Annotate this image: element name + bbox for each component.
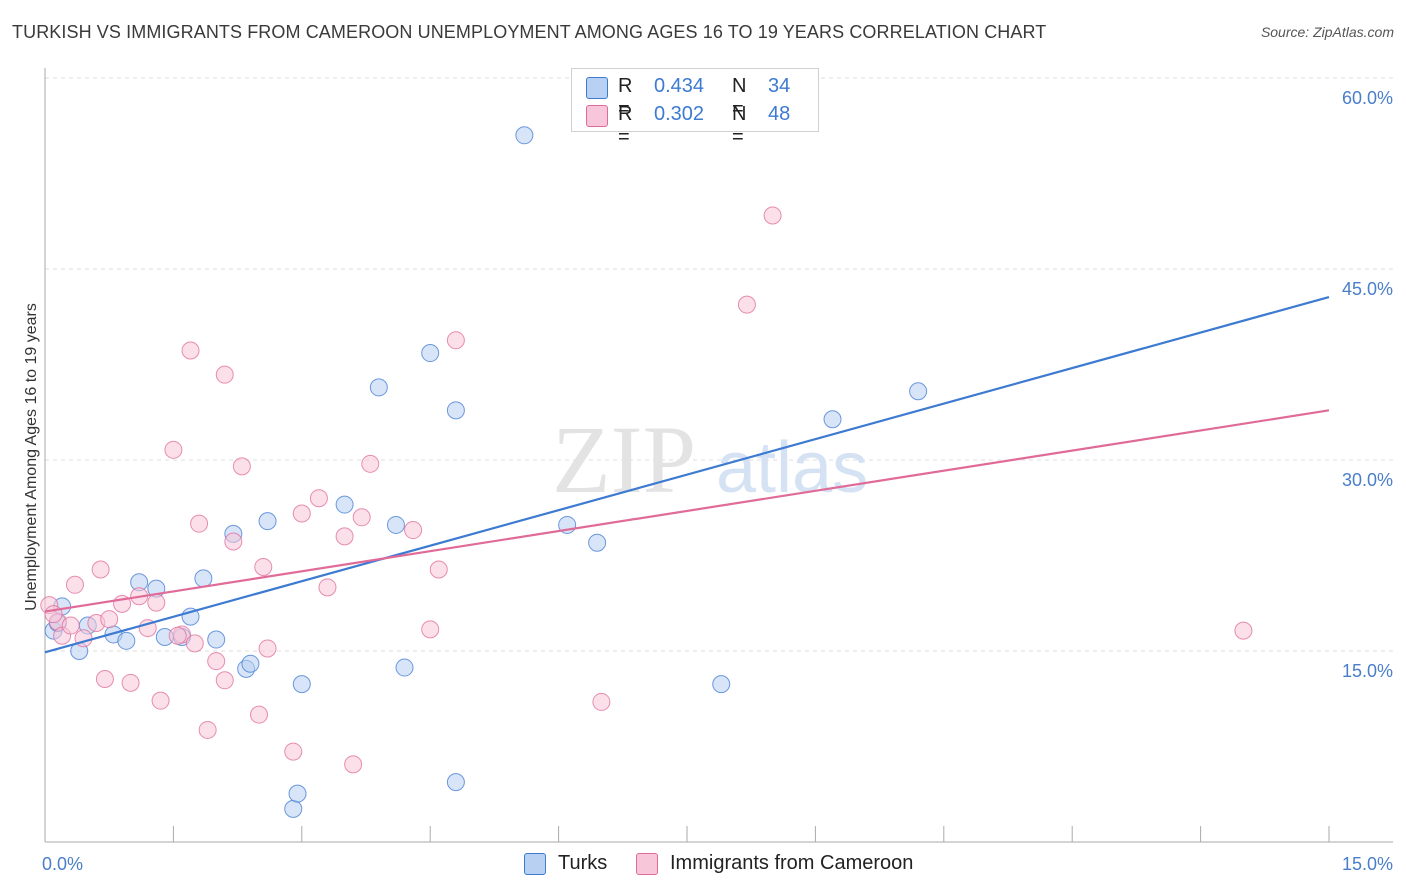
cameroon-point	[404, 521, 423, 540]
legend-r-value: 0.302	[654, 103, 705, 125]
legend-r-value: 0.434	[654, 75, 705, 97]
cameroon-point	[318, 578, 337, 597]
cameroon-point	[151, 691, 170, 710]
cameroon-point	[309, 489, 328, 508]
cameroon-point	[65, 575, 84, 594]
cameroon-point	[284, 742, 303, 761]
legend-swatch-turks	[586, 77, 608, 99]
turks-point	[446, 401, 465, 420]
turks-point	[446, 773, 465, 792]
cameroon-point	[198, 720, 217, 739]
y-tick-label: 45.0%	[1342, 279, 1393, 299]
x-tick-labels: 0.0% 15.0%	[42, 854, 1393, 874]
turks-point	[823, 410, 842, 429]
cameroon-point	[185, 634, 204, 653]
trend-lines	[44, 295, 1330, 654]
cameroon-point	[215, 671, 234, 690]
legend-r-label: R =	[618, 75, 633, 120]
cameroon-point	[429, 560, 448, 579]
cameroon-point	[258, 639, 277, 658]
y-axis-label: Unemployment Among Ages 16 to 19 years	[23, 303, 40, 611]
turks-point	[421, 344, 440, 363]
turks-point	[712, 675, 731, 694]
cameroon-point	[168, 626, 187, 645]
cameroon-point	[763, 206, 782, 225]
y-tick-labels: 15.0% 30.0% 45.0% 60.0%	[1342, 88, 1393, 681]
cameroon-point	[147, 593, 166, 612]
cameroon-point	[254, 557, 273, 576]
bottom-legend-label-turks: Turks	[558, 852, 608, 874]
bottom-legend-label-cameroon: Immigrants from Cameroon	[670, 852, 914, 874]
cameroon-trend-line	[44, 409, 1330, 613]
turks-point	[117, 631, 136, 650]
bottom-legend-swatch-turks	[524, 853, 546, 875]
legend-n-label: N =	[732, 103, 747, 148]
source-label: Source: ZipAtlas.com	[1260, 24, 1394, 40]
turks-point	[335, 495, 354, 514]
legend-n-label: N =	[732, 75, 747, 120]
turks-point	[369, 378, 388, 397]
cameroon-point	[592, 692, 611, 711]
turks-point	[292, 675, 311, 694]
turks-point	[241, 654, 260, 673]
legend-n-value: 48	[768, 103, 791, 125]
legend-swatch-cameroon	[586, 105, 608, 127]
cameroon-point	[421, 620, 440, 639]
cameroon-point	[446, 331, 465, 350]
watermark-atlas: atlas	[716, 428, 868, 508]
legend-r-label: R =	[618, 103, 633, 148]
watermark-zip: ZIP	[552, 406, 696, 513]
turks-point	[284, 799, 303, 818]
cameroon-point	[190, 514, 209, 533]
cameroon-point	[1234, 621, 1253, 640]
turks-point	[207, 630, 226, 649]
y-tick-label: 60.0%	[1342, 88, 1393, 108]
cameroon-point	[44, 605, 63, 624]
axes	[44, 68, 1393, 843]
cameroon-point	[215, 365, 234, 384]
turks-point	[588, 533, 607, 552]
legend-n-value: 34	[768, 75, 791, 97]
turks-point	[258, 512, 277, 531]
bottom-legend-swatch-cameroon	[636, 853, 658, 875]
x-tick-label-min: 0.0%	[42, 854, 83, 874]
cameroon-point	[361, 454, 380, 473]
turks-point	[386, 515, 405, 534]
chart-title: TURKISH VS IMMIGRANTS FROM CAMEROON UNEM…	[12, 22, 1047, 42]
cameroon-point	[250, 705, 268, 724]
turks-point	[395, 658, 414, 677]
cameroon-point	[61, 616, 80, 635]
cameroon-point	[335, 527, 354, 546]
cameroon-point	[164, 440, 183, 459]
turks-point	[194, 569, 213, 588]
cameroon-point	[91, 560, 110, 579]
turks-point	[909, 382, 928, 401]
cameroon-point	[292, 504, 311, 523]
data-points	[40, 126, 1253, 818]
cameroon-point	[95, 670, 114, 689]
grid-lines	[45, 77, 1393, 652]
cameroon-point	[224, 532, 243, 551]
cameroon-point	[352, 508, 371, 527]
cameroon-point	[232, 457, 251, 476]
cameroon-point	[344, 755, 363, 774]
turks-point	[515, 126, 534, 145]
cameroon-point	[100, 610, 119, 629]
watermark: ZIP atlas	[552, 406, 868, 513]
x-tick-label-max: 15.0%	[1342, 854, 1393, 874]
turks-trend-line	[44, 295, 1330, 654]
cameroon-point	[121, 673, 140, 692]
cameroon-point	[737, 295, 756, 314]
cameroon-point	[138, 619, 157, 638]
y-tick-label: 30.0%	[1342, 470, 1393, 490]
legend: R = 0.434 N = 34 R = 0.302 N = 48	[571, 68, 819, 148]
cameroon-point	[181, 341, 200, 360]
turks-point	[288, 784, 307, 803]
y-tick-label: 15.0%	[1342, 661, 1393, 681]
cameroon-point	[207, 652, 226, 671]
x-tick-marks	[44, 826, 1330, 842]
